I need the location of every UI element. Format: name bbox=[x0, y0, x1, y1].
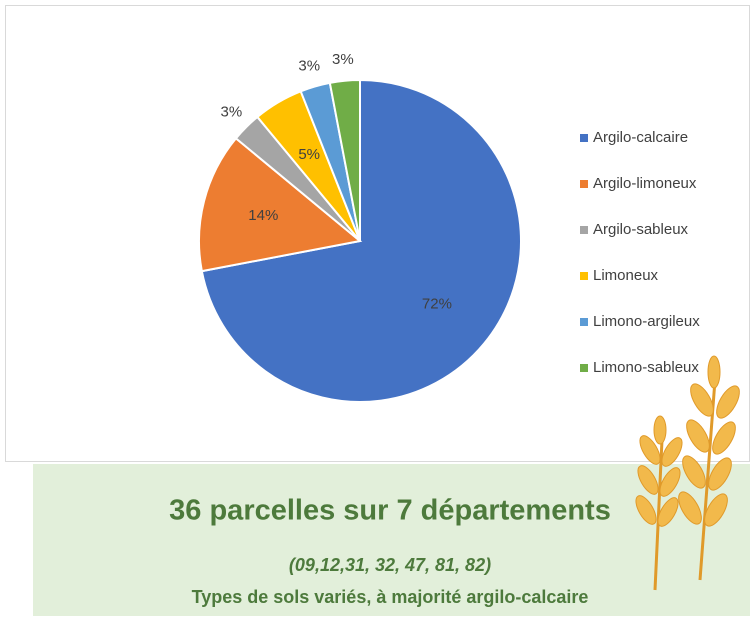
legend-swatch bbox=[580, 180, 588, 188]
legend-label: Limoneux bbox=[593, 267, 659, 284]
legend-swatch bbox=[580, 318, 588, 326]
legend-swatch bbox=[580, 226, 588, 234]
value-label: 3% bbox=[221, 103, 243, 120]
caption-title: 36 parcelles sur 7 départements bbox=[169, 495, 611, 527]
legend-label: Argilo-sableux bbox=[593, 221, 689, 238]
legend-swatch bbox=[580, 134, 588, 142]
value-label: 5% bbox=[298, 146, 320, 163]
page: 36 parcelles sur 7 départements (09,12,3… bbox=[0, 0, 756, 618]
value-label: 3% bbox=[332, 51, 354, 68]
legend-label: Argilo-limoneux bbox=[593, 175, 697, 192]
caption-subtitle: (09,12,31, 32, 47, 81, 82) bbox=[289, 555, 491, 575]
caption-note: Types de sols variés, à majorité argilo-… bbox=[192, 587, 589, 607]
value-label: 3% bbox=[298, 57, 320, 74]
legend-swatch bbox=[580, 272, 588, 280]
value-label: 14% bbox=[248, 207, 278, 224]
value-label: 72% bbox=[422, 296, 452, 313]
legend-swatch bbox=[580, 364, 588, 372]
legend-label: Limono-argileux bbox=[593, 313, 700, 330]
legend-label: Limono-sableux bbox=[593, 359, 699, 376]
legend-label: Argilo-calcaire bbox=[593, 129, 688, 146]
